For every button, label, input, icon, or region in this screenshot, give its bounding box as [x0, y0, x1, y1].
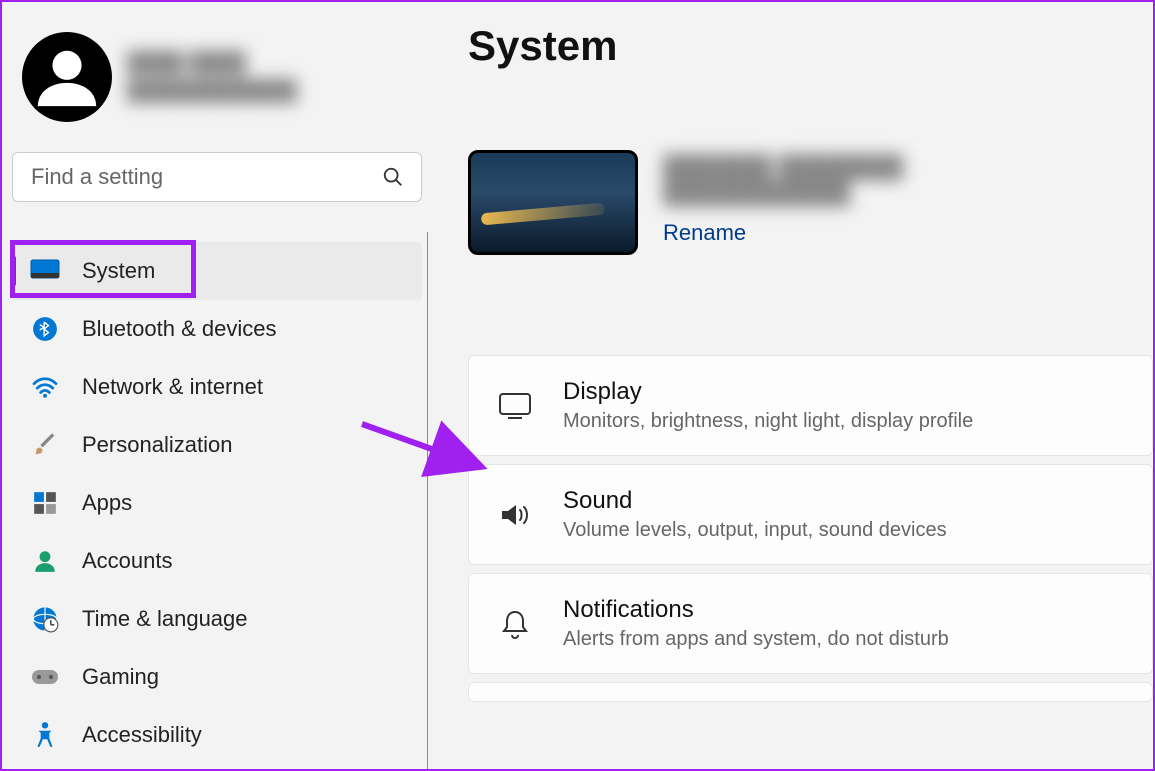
paintbrush-icon — [30, 430, 60, 460]
globe-clock-icon — [30, 604, 60, 634]
device-name-blurred: ███████ ████████████████████ — [663, 154, 963, 214]
setting-title: Notifications — [563, 596, 1124, 624]
setting-desc: Alerts from apps and system, do not dist… — [563, 628, 1124, 651]
display-icon — [497, 388, 533, 424]
sidebar-item-apps[interactable]: Apps — [12, 474, 422, 532]
search-wrapper — [12, 152, 422, 202]
sound-icon — [497, 497, 533, 533]
wifi-icon — [30, 372, 60, 402]
sidebar-item-personalization[interactable]: Personalization — [12, 416, 422, 474]
profile-section[interactable]: ████ ████████████████ — [12, 22, 422, 132]
bell-icon — [497, 606, 533, 642]
setting-notifications[interactable]: Notifications Alerts from apps and syste… — [468, 573, 1153, 674]
setting-partial[interactable] — [468, 682, 1153, 702]
setting-sound[interactable]: Sound Volume levels, output, input, soun… — [468, 464, 1153, 565]
accounts-icon — [30, 546, 60, 576]
sidebar-item-gaming[interactable]: Gaming — [12, 648, 422, 706]
avatar[interactable] — [22, 32, 112, 122]
sidebar-item-accessibility[interactable]: Accessibility — [12, 706, 422, 764]
bluetooth-icon — [30, 314, 60, 344]
sidebar-item-label: Bluetooth & devices — [82, 316, 276, 342]
sidebar-item-label: Apps — [82, 490, 132, 516]
profile-name-blurred: ████ ████████████████ — [127, 49, 297, 105]
sidebar-item-time-language[interactable]: Time & language — [12, 590, 422, 648]
sidebar-item-label: Time & language — [82, 606, 248, 632]
sidebar-item-label: System — [82, 258, 155, 284]
sidebar: ████ ████████████████ System Bluetooth &… — [2, 2, 432, 769]
settings-list: Display Monitors, brightness, night ligh… — [468, 355, 1153, 702]
device-section: ███████ ████████████████████ Rename — [468, 150, 1153, 255]
sidebar-item-system[interactable]: System — [12, 242, 422, 300]
main-content: System ███████ ████████████████████ Rena… — [427, 232, 1153, 769]
setting-desc: Monitors, brightness, night light, displ… — [563, 410, 1124, 433]
device-info: ███████ ████████████████████ Rename — [663, 150, 963, 255]
sidebar-item-bluetooth[interactable]: Bluetooth & devices — [12, 300, 422, 358]
setting-title: Display — [563, 378, 1124, 406]
sidebar-item-label: Personalization — [82, 432, 232, 458]
gamepad-icon — [30, 662, 60, 692]
setting-title: Sound — [563, 487, 1124, 515]
sidebar-item-label: Network & internet — [82, 374, 263, 400]
page-title: System — [468, 22, 1153, 70]
device-thumbnail[interactable] — [468, 150, 638, 255]
sidebar-item-label: Gaming — [82, 664, 159, 690]
search-input[interactable] — [12, 152, 422, 202]
sidebar-item-accounts[interactable]: Accounts — [12, 532, 422, 590]
nav-list: System Bluetooth & devices Network & int… — [12, 242, 422, 764]
search-icon — [382, 166, 404, 188]
apps-icon — [30, 488, 60, 518]
sidebar-item-label: Accessibility — [82, 722, 202, 748]
rename-link[interactable]: Rename — [663, 220, 746, 246]
sidebar-item-network[interactable]: Network & internet — [12, 358, 422, 416]
setting-display[interactable]: Display Monitors, brightness, night ligh… — [468, 355, 1153, 456]
setting-desc: Volume levels, output, input, sound devi… — [563, 519, 1124, 542]
sidebar-item-label: Accounts — [82, 548, 173, 574]
accessibility-icon — [30, 720, 60, 750]
system-icon — [30, 256, 60, 286]
